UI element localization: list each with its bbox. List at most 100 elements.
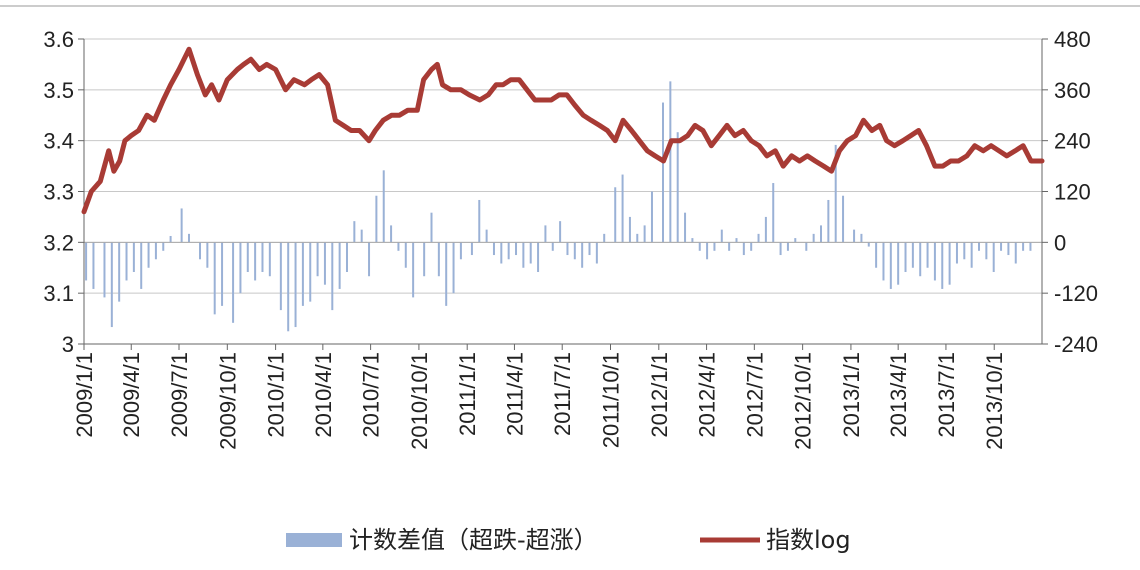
x-tick-label: 2010/4/1	[311, 352, 336, 438]
bar	[978, 242, 981, 251]
bar	[492, 242, 495, 256]
x-tick-label: 2012/1/1	[647, 352, 672, 438]
bar	[507, 242, 510, 260]
bar	[478, 199, 481, 243]
legend-bar-label: 计数差值（超跌-超涨）	[349, 526, 598, 554]
bar	[294, 242, 297, 328]
bar	[430, 212, 433, 243]
bar	[360, 229, 363, 243]
bar	[904, 242, 907, 272]
bar	[706, 242, 709, 260]
bar	[287, 242, 290, 332]
bar	[500, 242, 503, 264]
legend-line-label: 指数log	[766, 526, 851, 554]
bar	[941, 242, 944, 289]
bar	[1007, 242, 1010, 256]
bar	[382, 170, 385, 243]
bar	[897, 242, 900, 285]
bar	[485, 229, 488, 243]
bar	[820, 225, 823, 243]
bar	[140, 242, 143, 289]
bar	[132, 242, 135, 272]
bar	[445, 242, 448, 306]
bar	[331, 242, 334, 311]
bar	[529, 242, 532, 264]
legend: 计数差值（超跌-超涨） 指数log	[286, 526, 851, 554]
bar	[537, 242, 540, 272]
bar	[301, 242, 304, 306]
bar	[669, 81, 672, 243]
x-tick-label: 2011/10/1	[599, 352, 624, 448]
x-tick-label: 2010/10/1	[407, 352, 432, 450]
bar	[698, 242, 701, 251]
bar	[955, 242, 958, 264]
bar	[345, 242, 348, 272]
bar	[316, 242, 319, 277]
bar	[239, 242, 242, 294]
x-tick-label: 2011/7/1	[550, 352, 575, 436]
bar	[180, 208, 183, 243]
bar	[375, 195, 378, 243]
bar	[691, 238, 694, 243]
bar	[1022, 242, 1025, 251]
bar	[566, 242, 569, 256]
bar	[867, 242, 870, 247]
x-tick-label: 2009/10/1	[215, 352, 240, 450]
bar	[933, 242, 936, 281]
bar	[1000, 242, 1003, 251]
bar	[154, 242, 157, 260]
right-tick-label: -120	[1054, 281, 1098, 306]
bar	[85, 242, 88, 281]
bar	[919, 242, 922, 277]
left-tick-label: 3.4	[43, 129, 74, 154]
bar	[213, 242, 216, 315]
bar	[338, 242, 341, 289]
bar	[889, 242, 892, 289]
bar	[842, 195, 845, 243]
bar	[794, 238, 797, 243]
bar	[353, 221, 356, 243]
x-tick-label: 2010/7/1	[359, 352, 384, 438]
bar	[221, 242, 224, 306]
bar	[437, 242, 440, 277]
left-tick-label: 3.2	[43, 230, 74, 255]
bar	[805, 242, 808, 251]
x-tick-label: 2009/7/1	[167, 352, 192, 438]
bar	[206, 242, 209, 268]
left-tick-label: 3	[62, 332, 74, 357]
x-tick-label: 2013/1/1	[839, 352, 864, 438]
left-tick-label: 3.1	[43, 281, 74, 306]
bar	[470, 242, 473, 256]
x-tick-label: 2011/1/1	[455, 352, 480, 436]
x-tick-label: 2012/10/1	[791, 352, 816, 450]
bar	[735, 238, 738, 243]
bar	[169, 235, 172, 243]
bar	[834, 144, 837, 243]
left-tick-label: 3.5	[43, 78, 74, 103]
bar	[404, 242, 407, 268]
bar-series-count-diff	[85, 81, 1032, 332]
bar	[92, 242, 95, 289]
bar	[573, 242, 576, 260]
bar	[636, 233, 639, 243]
bar	[764, 216, 767, 243]
x-tick-label: 2012/7/1	[742, 352, 767, 438]
bar	[423, 242, 426, 277]
bar	[544, 225, 547, 243]
bar	[452, 242, 455, 294]
bar	[368, 242, 371, 277]
bar	[860, 233, 863, 243]
bar	[772, 183, 775, 243]
bar	[459, 242, 462, 260]
bar	[621, 174, 624, 243]
x-tick-label: 2011/4/1	[502, 352, 527, 436]
bar	[779, 242, 782, 256]
bar	[323, 242, 326, 285]
bar	[522, 242, 525, 268]
bar	[628, 216, 631, 243]
bar	[720, 229, 723, 243]
bar	[103, 242, 106, 298]
bar	[199, 242, 202, 260]
bar	[261, 242, 264, 272]
